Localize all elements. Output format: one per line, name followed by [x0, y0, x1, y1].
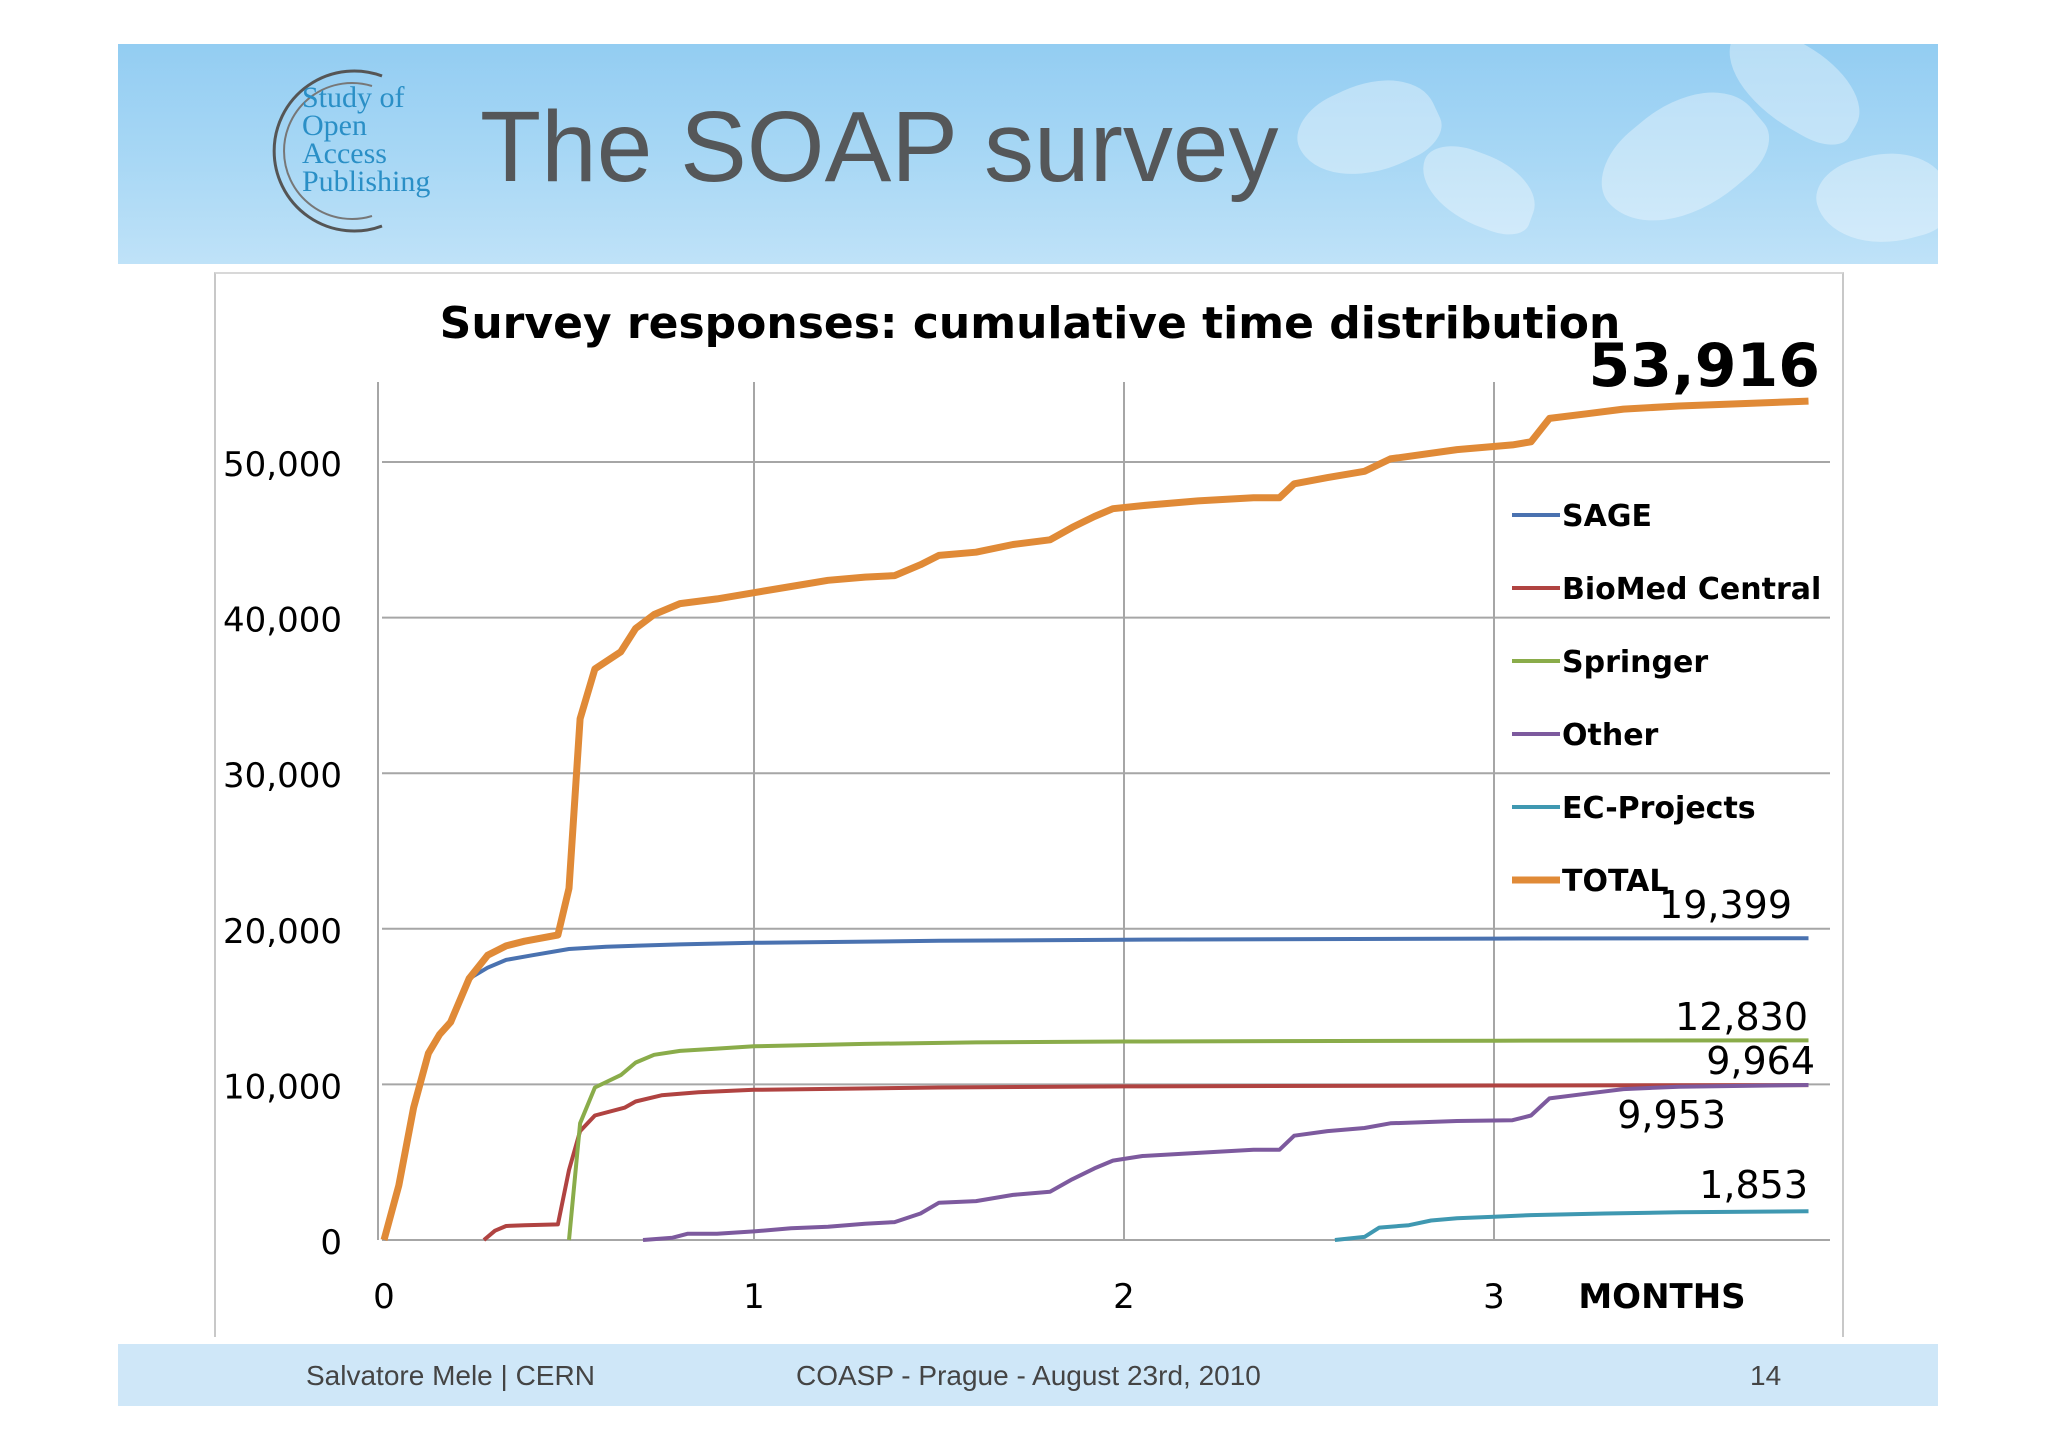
end-value-label: 9,964	[1706, 1039, 1815, 1083]
end-value-label: 53,916	[1588, 331, 1820, 401]
legend-label: SAGE	[1562, 499, 1652, 534]
slide-title: The SOAP survey	[480, 91, 1279, 203]
series-line-ec-projects	[1334, 1209, 1809, 1242]
legend-label: Other	[1562, 718, 1659, 753]
series-line-sage	[382, 936, 1809, 1241]
x-tick-label: 3	[1483, 1277, 1505, 1317]
footer-band	[118, 1344, 1938, 1406]
logo-line: Publishing	[302, 165, 431, 198]
series-line-springer	[567, 1038, 1809, 1241]
logo-line: Open	[302, 109, 367, 142]
logo-line: Access	[302, 137, 387, 170]
end-value-label: 1,853	[1699, 1163, 1808, 1207]
legend-label: TOTAL	[1562, 864, 1668, 899]
x-tick-label: 1	[743, 1277, 765, 1317]
legend-label: Springer	[1562, 645, 1708, 680]
footer-author: Salvatore Mele | CERN	[306, 1360, 595, 1391]
series-line-other	[642, 1083, 1809, 1242]
y-tick-label: 40,000	[223, 601, 342, 641]
chart-title: Survey responses: cumulative time distri…	[440, 298, 1621, 349]
end-value-label: 19,399	[1659, 883, 1792, 927]
legend-label: BioMed Central	[1562, 572, 1821, 607]
logo-arc-icon	[272, 69, 383, 233]
y-tick-label: 30,000	[223, 756, 342, 796]
end-value-label: 12,830	[1675, 995, 1808, 1039]
header-band	[118, 44, 1938, 264]
logo-line: Study of	[302, 81, 405, 114]
y-tick-label: 20,000	[223, 912, 342, 952]
soap-logo: Study of Open Access Publishing	[262, 66, 442, 236]
y-tick-label: 50,000	[223, 445, 342, 485]
x-tick-label: 0	[373, 1277, 395, 1317]
footer-page-number: 14	[1750, 1360, 1782, 1391]
y-tick-label: 0	[320, 1223, 342, 1263]
x-tick-label: 2	[1113, 1277, 1135, 1317]
end-value-label: 9,953	[1617, 1093, 1726, 1137]
series-line-total	[380, 397, 1809, 1241]
y-tick-label: 10,000	[223, 1067, 342, 1107]
footer-event: COASP - Prague - August 23rd, 2010	[796, 1360, 1261, 1391]
logo-text: Study of Open Access Publishing	[302, 81, 431, 198]
chart-frame	[214, 272, 1844, 1337]
x-axis-label: MONTHS	[1578, 1277, 1745, 1317]
legend-label: EC-Projects	[1562, 791, 1756, 826]
series-line-biomed-central	[482, 1083, 1809, 1242]
